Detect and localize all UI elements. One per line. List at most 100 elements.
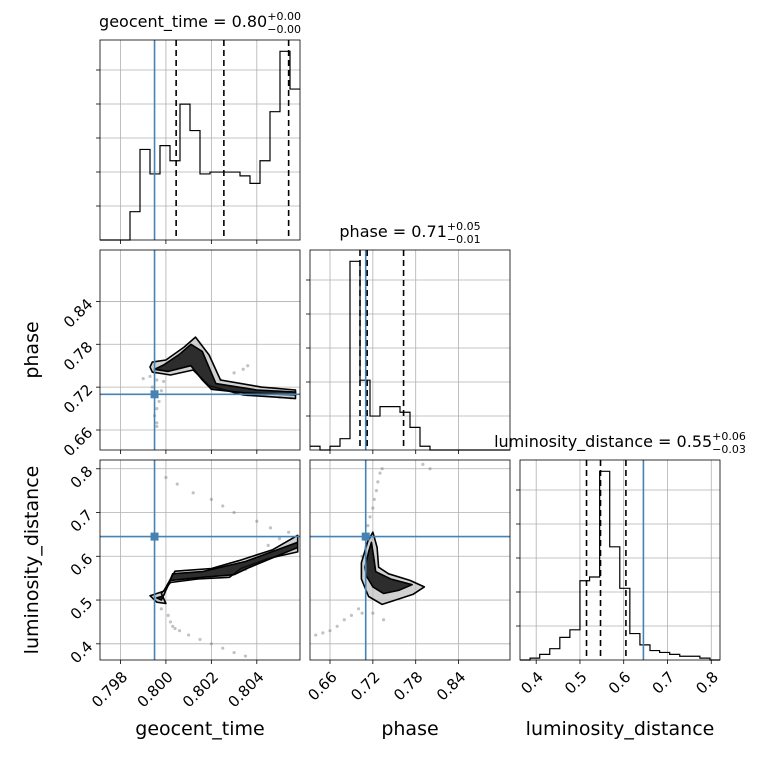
title-minus: −0.00: [267, 23, 301, 36]
title-geocent_time: geocent_time = 0.80+0.00 −0.00: [99, 10, 301, 36]
title-phase: phase = 0.71+0.05 −0.01: [339, 220, 480, 246]
x-tick-label: 0.804: [224, 668, 267, 711]
hist-steps-geocent_time: [100, 50, 300, 241]
hist-steps-luminosity_distance: [520, 470, 720, 661]
x-tick-label: 0.6: [605, 668, 635, 698]
sample-point: [371, 611, 375, 615]
sample-point: [148, 374, 152, 379]
y-axis-label-phase: phase: [21, 321, 43, 378]
y-tick-label: 0.4: [67, 637, 97, 667]
y-tick-label: 0.66: [60, 424, 96, 460]
contour-1: [364, 541, 413, 595]
y-tick-label: 0.84: [60, 295, 96, 331]
y-tick-label: 0.8: [67, 462, 97, 492]
y-tick-label: 0.72: [60, 381, 96, 417]
sample-point: [277, 537, 282, 541]
x-tick-label: 0.798: [88, 668, 131, 711]
title-prefix: phase =: [339, 222, 411, 241]
sample-point: [177, 629, 182, 633]
sample-point: [232, 510, 236, 515]
truth-marker: [361, 532, 370, 541]
contour-1: [156, 541, 299, 601]
sample-point: [287, 530, 291, 534]
x-tick-label: 0.5: [561, 668, 591, 698]
panel-frame: [309, 249, 511, 451]
sample-point: [209, 497, 213, 501]
panel-frame: [99, 249, 301, 451]
sample-point: [328, 629, 332, 633]
y-tick-label: 0.5: [67, 594, 97, 624]
x-tick-label: 0.8: [692, 668, 722, 698]
sample-point: [191, 491, 195, 495]
title-plus: +0.06: [712, 430, 746, 443]
sample-point: [372, 497, 376, 501]
x-axis-label-phase: phase: [381, 718, 438, 740]
sample-point: [150, 385, 154, 389]
sample-point: [255, 519, 259, 523]
sample-point: [376, 480, 380, 484]
hist-steps-phase: [310, 260, 510, 451]
sample-point: [159, 389, 163, 393]
sample-point: [381, 618, 386, 622]
x-axis-label-luminosity_distance: luminosity_distance: [526, 718, 715, 740]
hist-panel-luminosity_distance: [516, 459, 721, 664]
sample-point: [173, 626, 177, 631]
pair-panel-phase-luminosity_distance: [309, 459, 511, 664]
sample-point: [155, 406, 159, 411]
panel-frame: [99, 459, 301, 661]
sample-point: [232, 371, 236, 375]
y-tick-label: 0.78: [60, 338, 96, 374]
sample-point: [221, 504, 225, 508]
sample-point: [164, 475, 168, 480]
sample-point: [342, 618, 346, 622]
sample-point: [187, 633, 191, 637]
sample-point: [380, 467, 384, 471]
y-axis-label-luminosity_distance: luminosity_distance: [21, 466, 43, 655]
title-value: 0.55: [677, 432, 713, 451]
hist-panel-phase: [306, 249, 511, 454]
sample-point: [378, 471, 382, 475]
x-tick-label: 0.7: [649, 668, 679, 698]
panel-frame: [99, 39, 301, 241]
pair-panel-geocent_time-phase: [96, 249, 301, 454]
sample-point: [241, 367, 245, 371]
sample-point: [162, 379, 166, 384]
truth-marker: [150, 390, 159, 399]
title-plus: +0.05: [447, 220, 481, 233]
title-plus: +0.00: [267, 10, 301, 23]
sample-point: [175, 482, 179, 486]
sample-point: [356, 607, 361, 611]
y-tick-label: 0.7: [67, 506, 97, 536]
sample-point: [374, 489, 379, 493]
pair-content: [100, 250, 300, 450]
sample-point: [246, 364, 250, 368]
sample-point: [166, 613, 170, 617]
title-prefix: luminosity_distance =: [494, 432, 676, 452]
title-value: 0.71: [411, 222, 447, 241]
pair-content: [100, 460, 300, 660]
panel-frame: [309, 459, 511, 661]
title-minus: −0.03: [712, 443, 746, 456]
sample-point: [268, 526, 273, 530]
truth-marker: [150, 532, 159, 541]
x-axis-label-geocent_time: geocent_time: [135, 718, 264, 740]
x-tick-label: 0.72: [347, 668, 383, 704]
title-luminosity_distance: luminosity_distance = 0.55+0.06 −0.03: [494, 430, 746, 456]
panel-frame: [519, 459, 721, 661]
sample-point: [155, 424, 159, 429]
x-tick-label: 0.84: [433, 668, 469, 704]
sample-point: [421, 462, 425, 466]
title-prefix: geocent_time =: [99, 12, 232, 32]
sample-point: [243, 654, 248, 658]
sample-point: [366, 524, 370, 528]
sample-point: [349, 613, 354, 617]
sample-point: [360, 611, 364, 615]
title-value: 0.80: [232, 12, 268, 31]
contour-1: [153, 343, 297, 396]
sample-point: [209, 642, 213, 646]
sample-point: [232, 650, 236, 655]
sample-point: [159, 607, 163, 611]
sample-point: [368, 515, 372, 519]
sample-point: [168, 620, 173, 624]
